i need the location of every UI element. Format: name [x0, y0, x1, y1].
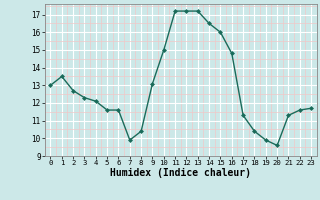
X-axis label: Humidex (Indice chaleur): Humidex (Indice chaleur): [110, 168, 251, 178]
